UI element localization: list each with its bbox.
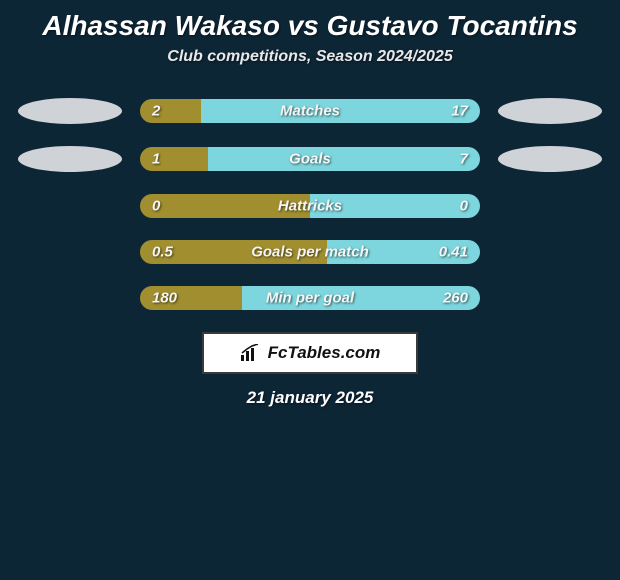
stat-row: 0 0 Hattricks [0, 194, 620, 218]
stat-value-left: 180 [152, 290, 177, 307]
subtitle: Club competitions, Season 2024/2025 [0, 48, 620, 66]
player-oval-right [498, 146, 602, 172]
bar-left-segment [140, 99, 201, 123]
date-text: 21 january 2025 [0, 388, 620, 408]
player-oval-left [18, 98, 122, 124]
stat-value-right: 17 [451, 103, 468, 120]
stat-bar: 0 0 Hattricks [140, 194, 480, 218]
stat-value-right: 260 [443, 290, 468, 307]
stat-value-left: 2 [152, 103, 160, 120]
stat-value-right: 7 [460, 151, 468, 168]
stat-value-right: 0.41 [439, 244, 468, 261]
stat-bar: 1 7 Goals [140, 147, 480, 171]
stat-label: Goals [289, 151, 331, 168]
stat-label: Matches [280, 103, 340, 120]
stat-value-right: 0 [460, 198, 468, 215]
logo-box: FcTables.com [202, 332, 418, 374]
stat-bar: 0.5 0.41 Goals per match [140, 240, 480, 264]
stat-bar: 180 260 Min per goal [140, 286, 480, 310]
player-oval-right [498, 98, 602, 124]
stat-label: Hattricks [278, 198, 342, 215]
bar-left-segment [140, 147, 208, 171]
chart-icon [240, 344, 262, 362]
stat-value-left: 0.5 [152, 244, 173, 261]
player-oval-left [18, 146, 122, 172]
stats-container: 217Matches17Goals00Hattricks0.50.41Goals… [0, 98, 620, 310]
logo-text: FcTables.com [268, 343, 381, 363]
stat-label: Min per goal [266, 290, 354, 307]
stat-row: 180 260 Min per goal [0, 286, 620, 310]
stat-row: 2 17 Matches [0, 98, 620, 124]
bar-right-segment [201, 99, 480, 123]
stat-value-left: 1 [152, 151, 160, 168]
page-title: Alhassan Wakaso vs Gustavo Tocantins [0, 0, 620, 48]
bar-right-segment [208, 147, 480, 171]
stat-row: 1 7 Goals [0, 146, 620, 172]
stat-bar: 2 17 Matches [140, 99, 480, 123]
stat-value-left: 0 [152, 198, 160, 215]
stat-row: 0.5 0.41 Goals per match [0, 240, 620, 264]
stat-label: Goals per match [251, 244, 369, 261]
